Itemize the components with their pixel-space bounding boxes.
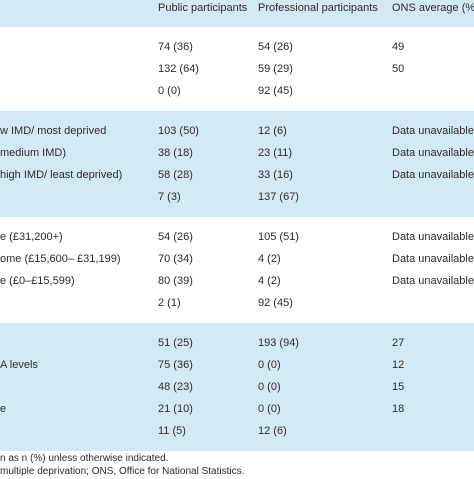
row-label: e [0, 403, 7, 415]
cell: 70 (34) [158, 253, 193, 265]
cell: Data unavailable [392, 147, 474, 159]
cell: 50 [392, 63, 405, 75]
footnote: multiple deprivation; ONS, Office for Na… [0, 466, 245, 477]
cell: 38 (18) [158, 147, 193, 159]
section-band [0, 323, 474, 451]
cell: 92 (45) [258, 297, 293, 309]
cell: 103 (50) [158, 125, 199, 137]
cell: Data unavailable [392, 275, 474, 287]
cell: 7 (3) [158, 191, 181, 203]
cell: 80 (39) [158, 275, 193, 287]
cell: 18 [392, 403, 405, 415]
cell: 21 (10) [158, 403, 193, 415]
cell: 74 (36) [158, 41, 193, 53]
row-label: e (£0–£15,599) [0, 275, 75, 287]
row-label: e (£31,200+) [0, 231, 63, 243]
cell: 27 [392, 337, 405, 349]
cell: 11 (5) [158, 425, 186, 437]
cell: 0 (0) [258, 403, 281, 415]
cell: Data unavailable [392, 253, 474, 265]
cell: 54 (26) [158, 231, 193, 243]
cell: 137 (67) [258, 191, 299, 203]
row-label: A levels [0, 359, 38, 371]
cell: 15 [392, 381, 405, 393]
cell: 12 [392, 359, 405, 371]
cell: 2 (1) [158, 297, 181, 309]
header-band [0, 0, 474, 27]
cell: 59 (29) [258, 63, 293, 75]
column-header: ONS average (%) [392, 2, 474, 14]
cell: 75 (36) [158, 359, 193, 371]
cell: 0 (0) [158, 85, 181, 97]
cell: 132 (64) [158, 63, 199, 75]
cell: Data unavailable [392, 231, 474, 243]
cell: 23 (11) [258, 147, 293, 159]
cell: 0 (0) [258, 359, 281, 371]
cell: Data unavailable [392, 125, 474, 137]
cell: 193 (94) [258, 337, 299, 349]
cell: 48 (23) [158, 381, 193, 393]
cell: 105 (51) [258, 231, 299, 243]
cell: 4 (2) [258, 275, 281, 287]
cell: 54 (26) [258, 41, 293, 53]
row-label: high IMD/ least deprived) [0, 169, 123, 181]
cell: 4 (2) [258, 253, 281, 265]
section-band [0, 111, 474, 217]
cell: 58 (28) [158, 169, 193, 181]
cell: 51 (25) [158, 337, 193, 349]
cell: 12 (6) [258, 125, 287, 137]
cell: 0 (0) [258, 381, 281, 393]
cell: 12 (6) [258, 425, 287, 437]
row-label: w IMD/ most deprived [0, 125, 107, 137]
cell: 49 [392, 41, 405, 53]
cell: 92 (45) [258, 85, 293, 97]
footnote: n as n (%) unless otherwise indicated. [0, 453, 169, 464]
cell: 33 (16) [258, 169, 293, 181]
cell: Data unavailable [392, 169, 474, 181]
row-label: ome (£15,600– £31,199) [0, 253, 121, 265]
column-header: Public participants [158, 2, 248, 14]
row-label: medium IMD) [0, 147, 67, 159]
column-header: Professional participants [258, 2, 378, 14]
